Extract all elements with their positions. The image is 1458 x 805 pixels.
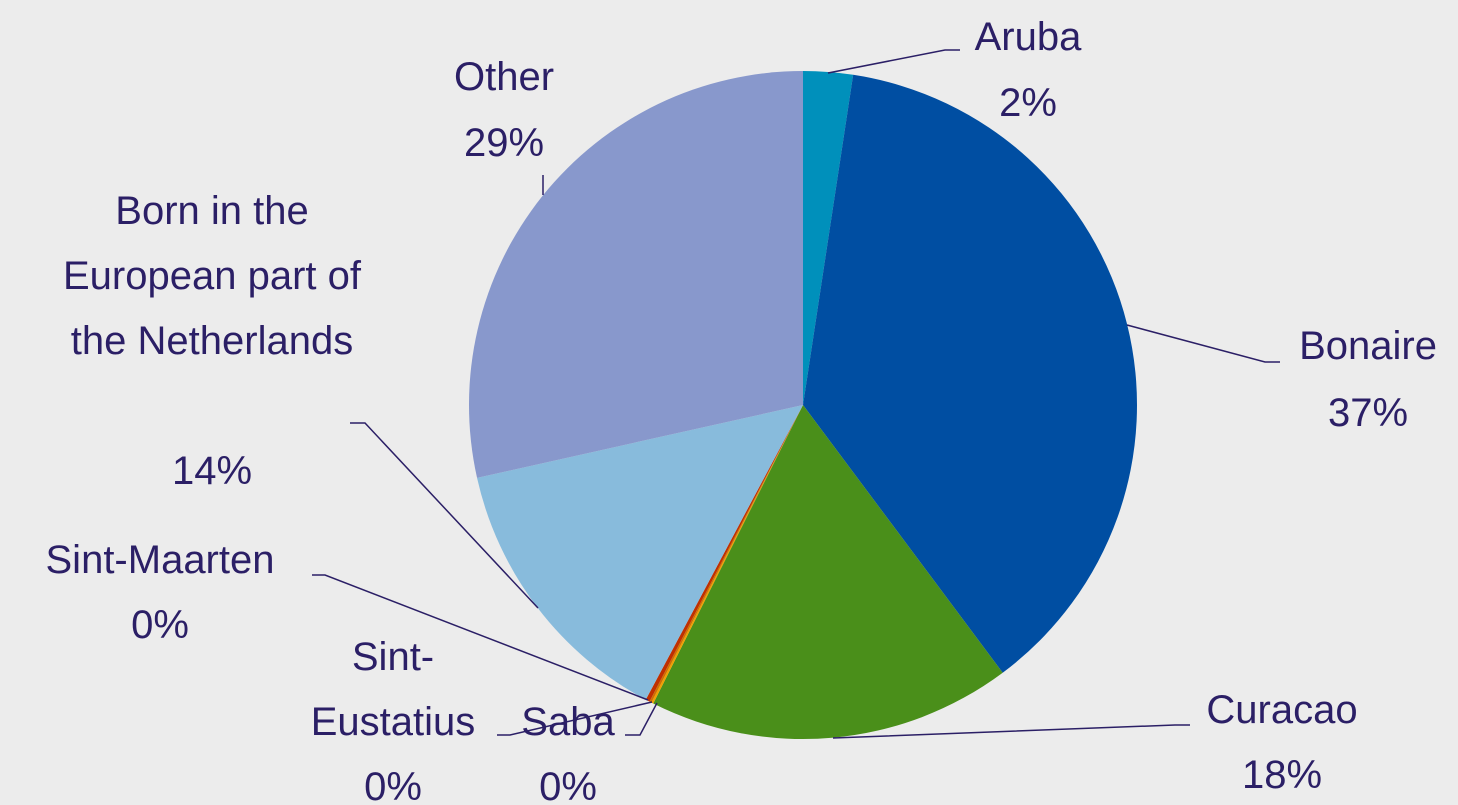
leader-line <box>312 574 649 701</box>
slice-value-label: 37% <box>1327 391 1409 435</box>
slice-label: Aruba <box>974 15 1082 59</box>
slice-label: Sint-Maarten <box>45 538 275 582</box>
slice-value-label: 0% <box>131 603 189 647</box>
pie-slice <box>645 405 803 702</box>
slice-label: Curacao <box>1206 688 1358 732</box>
leader-line <box>827 49 960 74</box>
slice-value-label: 29% <box>463 121 545 165</box>
pie-slice <box>468 71 803 478</box>
slice-label: Other <box>453 55 555 99</box>
slice-label: Saba <box>521 700 615 744</box>
leader-line <box>350 422 539 609</box>
leader-line <box>497 701 653 736</box>
slice-label: Bonaire <box>1299 324 1437 368</box>
slice-label: Born in the European part of the Netherl… <box>63 189 361 363</box>
leader-line <box>1126 324 1280 363</box>
leader-line <box>625 702 658 736</box>
slice-value-label: 2% <box>999 81 1057 125</box>
pie-slice <box>477 405 803 700</box>
pie-slice <box>649 405 803 703</box>
leader-line <box>832 724 1190 739</box>
slice-value-label: 14% <box>171 449 253 493</box>
slice-value-label: 18% <box>1241 753 1323 797</box>
slice-value-label: 0% <box>364 765 422 805</box>
slice-value-label: 0% <box>539 765 597 805</box>
pie-slice <box>803 71 854 405</box>
slice-label: Sint-Eustatius <box>310 635 476 744</box>
pie-slice <box>803 74 1138 673</box>
pie-slice <box>653 405 1003 739</box>
pie-slice <box>651 405 803 704</box>
